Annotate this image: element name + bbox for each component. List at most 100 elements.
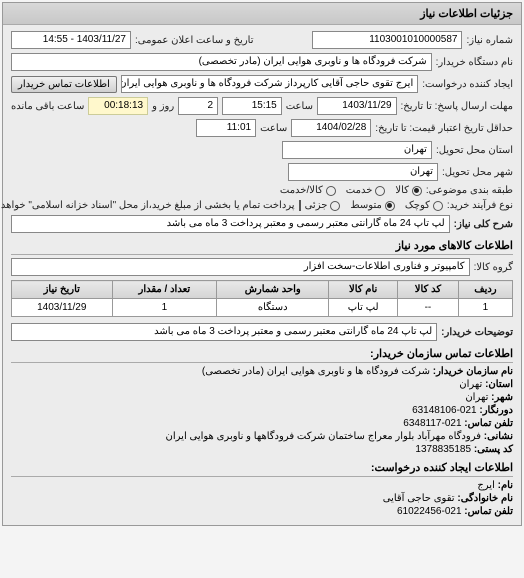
payment-checkbox[interactable] bbox=[299, 200, 301, 211]
contact-section-title: اطلاعات تماس سازمان خریدار: bbox=[11, 347, 513, 363]
deadline-time-label: ساعت bbox=[286, 101, 313, 112]
buy-type-label: نوع فرآیند خرید: bbox=[447, 200, 513, 211]
contact-province-value: تهران bbox=[459, 379, 482, 390]
cell-name: لپ تاپ bbox=[329, 299, 398, 317]
radio-small-label: کوچک bbox=[405, 200, 430, 211]
goods-section-title: اطلاعات کالاهای مورد نیاز bbox=[11, 239, 513, 255]
row-creator: ایجاد کننده درخواست: ایرج تقوی حاجی آقای… bbox=[11, 75, 513, 93]
contact-phone-line: تلفن تماس: 021-6348117 bbox=[11, 418, 513, 429]
buyer-org-label: نام دستگاه خریدار: bbox=[436, 57, 513, 68]
radio-service[interactable]: خدمت bbox=[346, 185, 386, 196]
contact-province-line: استان: تهران bbox=[11, 379, 513, 390]
contact-city-line: شهر: تهران bbox=[11, 392, 513, 403]
contact-buyer-button[interactable]: اطلاعات تماس خریدار bbox=[11, 76, 117, 93]
contact-postcode-line: کد پستی: 1378835185 bbox=[11, 444, 513, 455]
creator-family-label: نام خانوادگی: bbox=[457, 493, 513, 504]
contact-address-value: فرودگاه مهرآباد بلوار معراج ساختمان شرکت… bbox=[166, 431, 482, 442]
creator-name-label: نام: bbox=[498, 480, 513, 491]
days-label: روز و bbox=[152, 101, 174, 112]
radio-dot-icon bbox=[326, 186, 336, 196]
radio-goods-service-label: کالا/خدمت bbox=[280, 185, 323, 196]
radio-medium[interactable]: متوسط bbox=[350, 200, 394, 211]
table-row[interactable]: 1 -- لپ تاپ دستگاه 1 1403/11/29 bbox=[12, 299, 513, 317]
col-code: کد کالا bbox=[398, 281, 459, 299]
cell-qty: 1 bbox=[112, 299, 217, 317]
buy-type-radio-group: کوچک متوسط جزئی bbox=[305, 200, 443, 211]
row-buy-type: نوع فرآیند خرید: کوچک متوسط جزئی پرداخت … bbox=[11, 200, 513, 211]
radio-service-label: خدمت bbox=[346, 185, 373, 196]
time-remaining-field: 00:18:13 bbox=[88, 97, 148, 115]
goods-table: ردیف کد کالا نام کالا واحد شمارش تعداد /… bbox=[11, 280, 513, 317]
creator-family-value: تقوی حاجی آقایی bbox=[383, 493, 455, 504]
contact-fax-label: دورنگار: bbox=[479, 405, 513, 416]
city-label: شهر محل تحویل: bbox=[442, 167, 513, 178]
creator-section-title: اطلاعات ایجاد کننده درخواست: bbox=[11, 461, 513, 477]
general-desc-label: شرح کلی نیاز: bbox=[454, 219, 513, 230]
contact-phone-label: تلفن تماس: bbox=[464, 418, 513, 429]
days-remaining-field: 2 bbox=[178, 97, 218, 115]
announce-label: تاریخ و ساعت اعلان عمومی: bbox=[135, 35, 254, 46]
row-buyer-org: نام دستگاه خریدار: شرکت فرودگاه ها و ناو… bbox=[11, 53, 513, 71]
radio-dot-icon bbox=[433, 201, 443, 211]
contact-address-line: نشانی: فرودگاه مهرآباد بلوار معراج ساختم… bbox=[11, 431, 513, 442]
category-radio-group: کالا خدمت کالا/خدمت bbox=[280, 185, 422, 196]
radio-partial[interactable]: جزئی bbox=[305, 200, 341, 211]
creator-tel-line: تلفن تماس: 021-61022456 bbox=[11, 506, 513, 517]
row-buyer-notes: توضیحات خریدار: لپ تاپ 24 ماه گارانتی مع… bbox=[11, 323, 513, 341]
province-label: استان محل تحویل: bbox=[436, 145, 513, 156]
col-unit: واحد شمارش bbox=[217, 281, 329, 299]
remaining-label: ساعت باقی مانده bbox=[11, 101, 84, 112]
table-header-row: ردیف کد کالا نام کالا واحد شمارش تعداد /… bbox=[12, 281, 513, 299]
contact-org-label: نام سازمان خریدار: bbox=[433, 366, 513, 377]
goods-table-head: ردیف کد کالا نام کالا واحد شمارش تعداد /… bbox=[12, 281, 513, 299]
creator-name-line: نام: ایرج bbox=[11, 480, 513, 491]
creator-tel-label: تلفن تماس: bbox=[464, 506, 513, 517]
goods-group-label: گروه کالا: bbox=[474, 262, 513, 273]
col-date: تاریخ نیاز bbox=[12, 281, 113, 299]
radio-goods-label: کالا bbox=[395, 185, 409, 196]
panel-body: شماره نیاز: 1103001010000587 تاریخ و ساع… bbox=[3, 25, 521, 525]
radio-dot-icon bbox=[385, 201, 395, 211]
payment-note-label: پرداخت تمام یا بخشی از مبلغ خرید،از محل … bbox=[0, 200, 295, 211]
row-general-desc: شرح کلی نیاز: لپ تاپ 24 ماه گارانتی معتب… bbox=[11, 215, 513, 233]
contact-city-value: تهران bbox=[465, 392, 488, 403]
col-row-num: ردیف bbox=[458, 281, 512, 299]
creator-family-line: نام خانوادگی: تقوی حاجی آقایی bbox=[11, 493, 513, 504]
row-validity: حداقل تاریخ اعتبار قیمت: تا تاریخ: 1404/… bbox=[11, 119, 513, 137]
contact-province-label: استان: bbox=[485, 379, 513, 390]
goods-table-body: 1 -- لپ تاپ دستگاه 1 1403/11/29 bbox=[12, 299, 513, 317]
radio-goods[interactable]: کالا bbox=[395, 185, 422, 196]
cell-unit: دستگاه bbox=[217, 299, 329, 317]
cell-row-num: 1 bbox=[458, 299, 512, 317]
radio-small[interactable]: کوچک bbox=[405, 200, 443, 211]
creator-name-value: ایرج bbox=[477, 480, 495, 491]
validity-date-field: 1404/02/28 bbox=[291, 119, 371, 137]
radio-dot-icon bbox=[375, 186, 385, 196]
contact-city-label: شهر: bbox=[491, 392, 513, 403]
radio-goods-service[interactable]: کالا/خدمت bbox=[280, 185, 336, 196]
contact-fax-line: دورنگار: 021-63148106 bbox=[11, 405, 513, 416]
row-deadline: مهلت ارسال پاسخ: تا تاریخ: 1403/11/29 سا… bbox=[11, 97, 513, 115]
panel-title: جزئیات اطلاعات نیاز bbox=[3, 3, 521, 25]
creator-label: ایجاد کننده درخواست: bbox=[422, 79, 513, 90]
row-province: استان محل تحویل: تهران bbox=[11, 141, 513, 159]
buyer-notes-field: لپ تاپ 24 ماه گارانتی معتبر رسمی و معتبر… bbox=[11, 323, 437, 341]
row-req-no: شماره نیاز: 1103001010000587 تاریخ و ساع… bbox=[11, 31, 513, 49]
contact-postcode-value: 1378835185 bbox=[415, 444, 471, 455]
validity-label: حداقل تاریخ اعتبار قیمت: تا تاریخ: bbox=[375, 123, 513, 134]
row-city: شهر محل تحویل: تهران bbox=[11, 163, 513, 181]
col-name: نام کالا bbox=[329, 281, 398, 299]
general-desc-field: لپ تاپ 24 ماه گارانتی معتبر رسمی و معتبر… bbox=[11, 215, 450, 233]
col-qty: تعداد / مقدار bbox=[112, 281, 217, 299]
buyer-org-field: شرکت فرودگاه ها و ناوبری هوایی ایران (ما… bbox=[11, 53, 432, 71]
contact-fax-value: 021-63148106 bbox=[412, 405, 477, 416]
deadline-date-field: 1403/11/29 bbox=[317, 97, 397, 115]
req-no-label: شماره نیاز: bbox=[466, 35, 513, 46]
buyer-notes-label: توضیحات خریدار: bbox=[441, 327, 513, 338]
radio-dot-icon bbox=[330, 201, 340, 211]
contact-org-value: شرکت فرودگاه ها و ناوبری هوایی ایران (ما… bbox=[202, 366, 430, 377]
deadline-time-field: 15:15 bbox=[222, 97, 282, 115]
announce-field: 1403/11/27 - 14:55 bbox=[11, 31, 131, 49]
creator-field: ایرج تقوی حاجی آقایی کارپرداز شرکت فرودگ… bbox=[121, 75, 418, 93]
goods-group-field: کامپیوتر و فناوری اطلاعات-سخت افزار bbox=[11, 258, 470, 276]
